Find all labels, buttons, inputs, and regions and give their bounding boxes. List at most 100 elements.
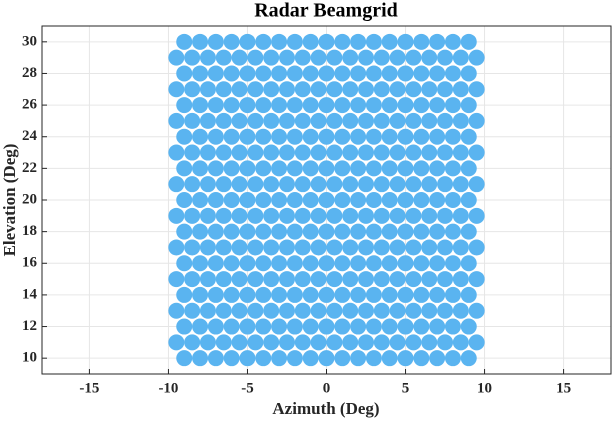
beam-point	[192, 97, 209, 114]
beam-point	[271, 350, 288, 367]
beam-point	[334, 350, 351, 367]
beam-point	[429, 128, 446, 145]
beam-point	[350, 223, 367, 240]
beam-point	[247, 334, 264, 351]
beam-point	[223, 33, 240, 50]
beam-point	[302, 318, 319, 335]
beam-point	[381, 255, 398, 272]
beam-point	[255, 255, 272, 272]
beam-point	[413, 65, 430, 82]
beam-point	[468, 207, 485, 224]
y-tick-label: 18	[22, 223, 37, 239]
beam-point	[302, 97, 319, 114]
beam-point	[215, 239, 232, 256]
beam-point	[294, 302, 311, 319]
beam-point	[231, 302, 248, 319]
beam-point	[184, 144, 201, 161]
beam-point	[444, 192, 461, 208]
beam-point	[310, 81, 327, 98]
beam-point	[223, 128, 240, 145]
beam-point	[326, 176, 343, 193]
beam-point	[358, 112, 375, 129]
beam-point	[381, 128, 398, 145]
beam-point	[381, 97, 398, 114]
beam-point	[373, 49, 390, 66]
beam-point	[215, 176, 232, 193]
beam-point	[247, 81, 264, 98]
beam-point	[421, 144, 438, 161]
beam-point	[381, 65, 398, 82]
beam-point	[326, 271, 343, 288]
beam-point	[294, 144, 311, 161]
beam-point	[437, 334, 454, 351]
beam-point	[271, 192, 288, 208]
beam-point	[350, 318, 367, 335]
beam-point	[215, 334, 232, 351]
beam-point	[192, 350, 209, 367]
beam-point	[168, 302, 185, 319]
beam-point	[255, 128, 272, 145]
beam-point	[263, 81, 280, 98]
beam-point	[192, 286, 209, 303]
beam-point	[468, 49, 485, 66]
beam-point	[184, 334, 201, 351]
beam-point	[184, 81, 201, 98]
beam-point	[223, 97, 240, 114]
chart-title: Radar Beamgrid	[254, 0, 398, 22]
beam-point	[342, 207, 359, 224]
beam-point	[365, 192, 382, 208]
beam-point	[342, 176, 359, 193]
beam-point	[255, 223, 272, 240]
beam-point	[255, 192, 272, 208]
beam-point	[294, 239, 311, 256]
beam-point	[223, 160, 240, 177]
beam-point	[231, 176, 248, 193]
beam-point	[199, 81, 216, 98]
beam-point	[302, 128, 319, 145]
beam-point	[437, 144, 454, 161]
beam-point	[199, 49, 216, 66]
beam-point	[342, 144, 359, 161]
beam-point	[452, 176, 469, 193]
beam-point	[239, 97, 256, 114]
beam-point	[373, 176, 390, 193]
beam-point	[255, 160, 272, 177]
beam-point	[342, 334, 359, 351]
x-axis-label: Azimuth (Deg)	[272, 399, 379, 418]
beam-point	[184, 239, 201, 256]
beam-point	[294, 112, 311, 129]
beam-point	[263, 271, 280, 288]
beam-point	[365, 65, 382, 82]
beam-point	[358, 239, 375, 256]
beam-point	[271, 128, 288, 145]
beam-point	[437, 302, 454, 319]
beam-point	[310, 302, 327, 319]
beam-point	[413, 286, 430, 303]
beam-point	[413, 192, 430, 208]
beam-point	[168, 334, 185, 351]
beam-point	[397, 97, 414, 114]
beam-point	[294, 271, 311, 288]
beam-point	[373, 207, 390, 224]
beam-point	[286, 350, 303, 367]
beam-point	[326, 49, 343, 66]
beam-point	[263, 302, 280, 319]
beam-point	[286, 223, 303, 240]
beam-point	[278, 334, 295, 351]
beam-point	[334, 65, 351, 82]
beam-point	[263, 49, 280, 66]
beam-point	[421, 112, 438, 129]
beam-point	[326, 239, 343, 256]
beam-point	[389, 302, 406, 319]
beam-point	[334, 318, 351, 335]
beam-point	[365, 318, 382, 335]
x-tick-label: 10	[477, 380, 492, 396]
beam-point	[215, 112, 232, 129]
beam-point	[294, 81, 311, 98]
beam-point	[421, 302, 438, 319]
beam-point	[176, 255, 193, 272]
beam-point	[199, 239, 216, 256]
beam-point	[389, 271, 406, 288]
beam-point	[437, 49, 454, 66]
beam-point	[358, 49, 375, 66]
